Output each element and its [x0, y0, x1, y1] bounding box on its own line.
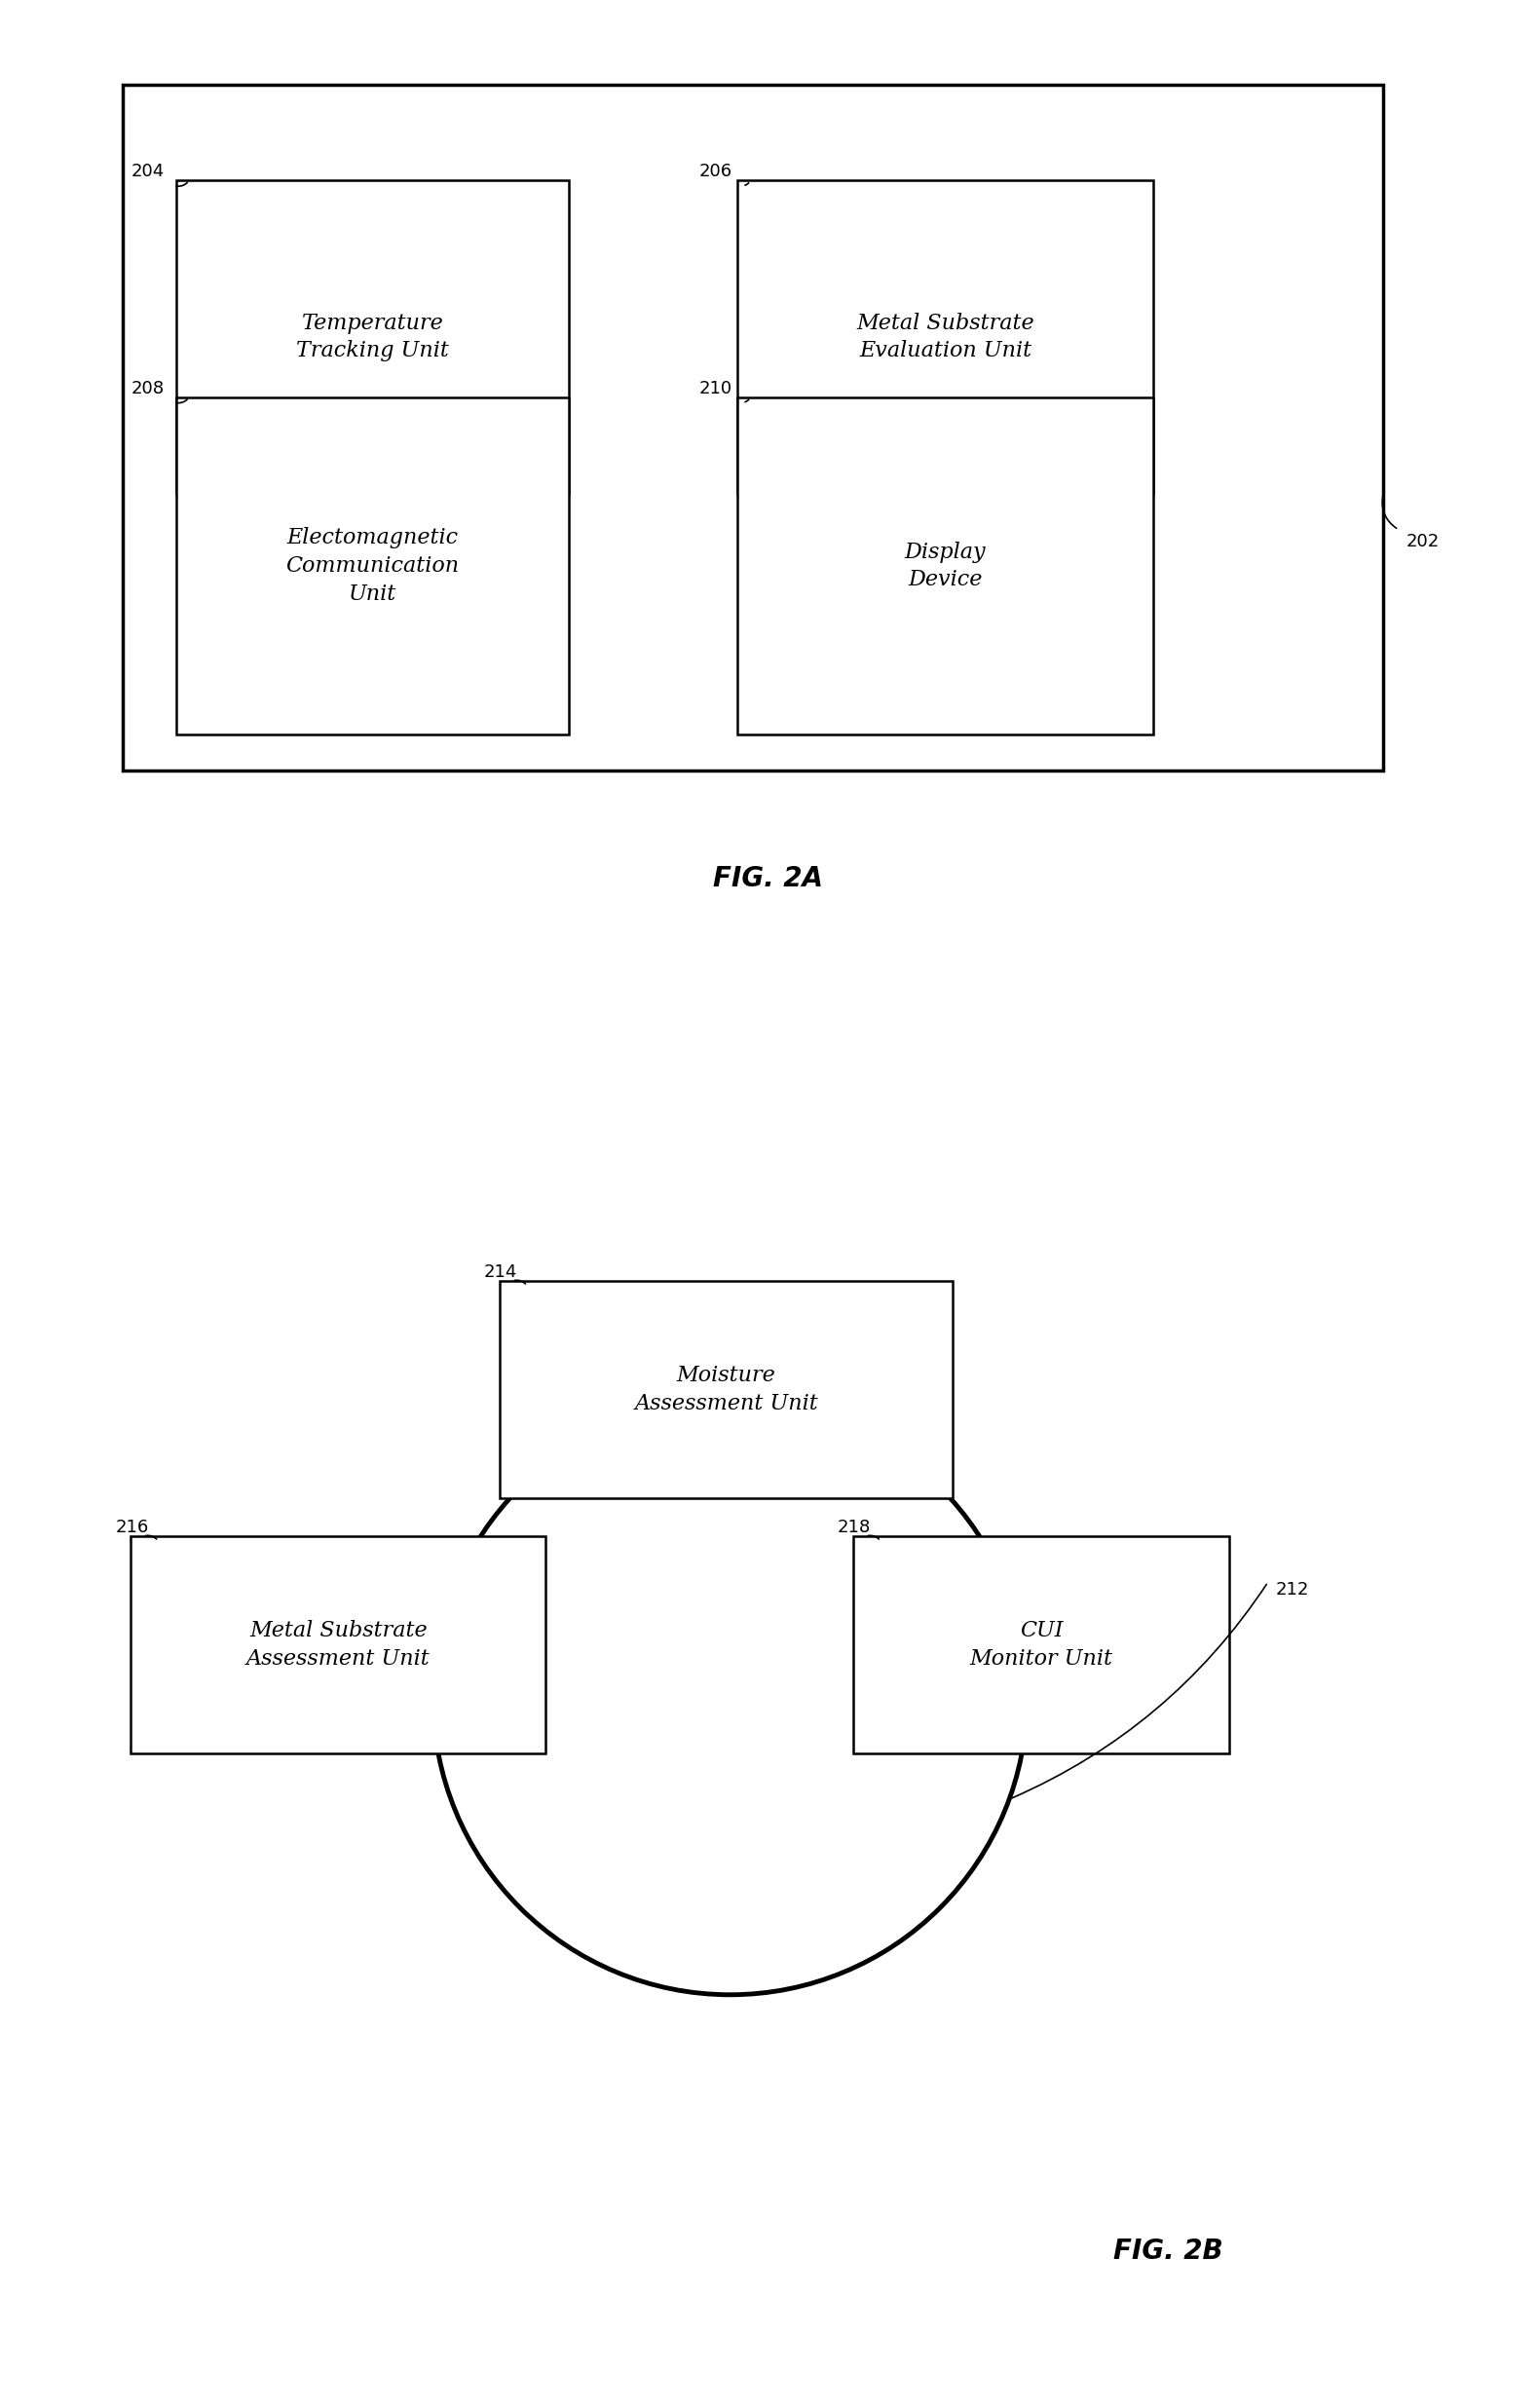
Text: Moisture
Assessment Unit: Moisture Assessment Unit [635, 1365, 818, 1413]
Text: 216: 216 [115, 1519, 149, 1536]
Text: CUI
Monitor Unit: CUI Monitor Unit [970, 1621, 1113, 1669]
Text: 206: 206 [699, 164, 733, 181]
FancyBboxPatch shape [738, 181, 1153, 494]
Text: Electomagnetic
Communication
Unit: Electomagnetic Communication Unit [286, 527, 460, 604]
Text: 202: 202 [1406, 532, 1440, 551]
FancyBboxPatch shape [177, 181, 569, 494]
Text: Metal Substrate
Assessment Unit: Metal Substrate Assessment Unit [246, 1621, 430, 1669]
FancyBboxPatch shape [500, 1281, 953, 1498]
Text: Temperature
Tracking Unit: Temperature Tracking Unit [297, 313, 449, 361]
Text: FIG. 2A: FIG. 2A [713, 864, 824, 893]
FancyBboxPatch shape [853, 1536, 1230, 1753]
FancyBboxPatch shape [131, 1536, 546, 1753]
Text: 208: 208 [131, 380, 164, 397]
Text: 212: 212 [1276, 1580, 1310, 1599]
Text: Metal Substrate
Evaluation Unit: Metal Substrate Evaluation Unit [856, 313, 1034, 361]
Ellipse shape [433, 1401, 1027, 1994]
Text: Display
Device: Display Device [905, 542, 985, 590]
Text: FIG. 2B: FIG. 2B [1113, 2237, 1223, 2266]
FancyBboxPatch shape [738, 397, 1153, 734]
Text: 204: 204 [131, 164, 164, 181]
Text: 218: 218 [838, 1519, 871, 1536]
FancyBboxPatch shape [123, 84, 1383, 771]
Text: 214: 214 [484, 1264, 518, 1281]
FancyBboxPatch shape [177, 397, 569, 734]
Text: 210: 210 [699, 380, 733, 397]
